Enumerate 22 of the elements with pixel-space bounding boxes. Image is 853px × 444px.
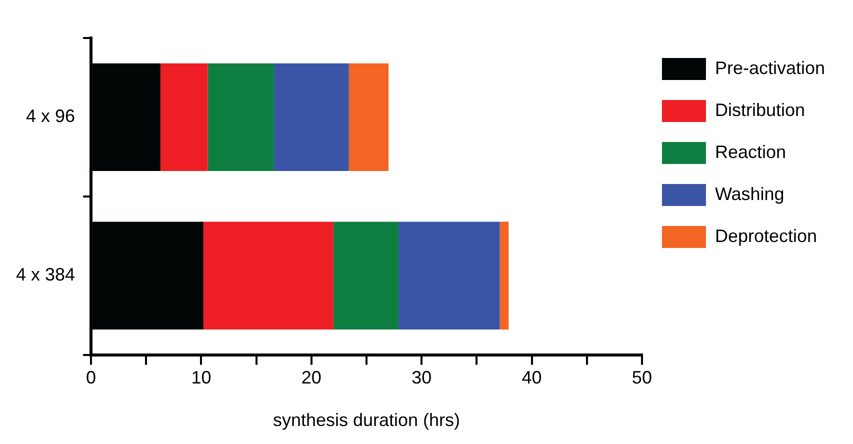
- bar: [333, 222, 398, 330]
- bar: [348, 63, 389, 172]
- legend-label: Reaction: [714, 142, 786, 162]
- y-tick-label: 4 x 384: [16, 264, 76, 285]
- x-tick-label: 10: [191, 368, 212, 388]
- legend-label: Distribution: [714, 100, 805, 120]
- legend-label: Pre-activation: [714, 58, 826, 78]
- bar: [160, 63, 208, 172]
- x-tick-label: 50: [632, 368, 652, 388]
- x-tick-label: 20: [301, 368, 322, 388]
- bar: [500, 222, 509, 330]
- x-tick-label: 0: [86, 368, 96, 388]
- legend-label: Deprotection: [714, 226, 818, 246]
- legend-label: Washing: [714, 184, 784, 204]
- bar: [203, 222, 334, 330]
- bar: [274, 63, 349, 172]
- bar: [398, 222, 500, 330]
- x-axis-title: synthesis duration (hrs): [272, 410, 460, 430]
- bar: [208, 63, 274, 172]
- y-tick-label: 4 x 96: [26, 106, 76, 126]
- x-tick-label: 30: [412, 368, 432, 388]
- x-tick-label: 40: [522, 368, 542, 388]
